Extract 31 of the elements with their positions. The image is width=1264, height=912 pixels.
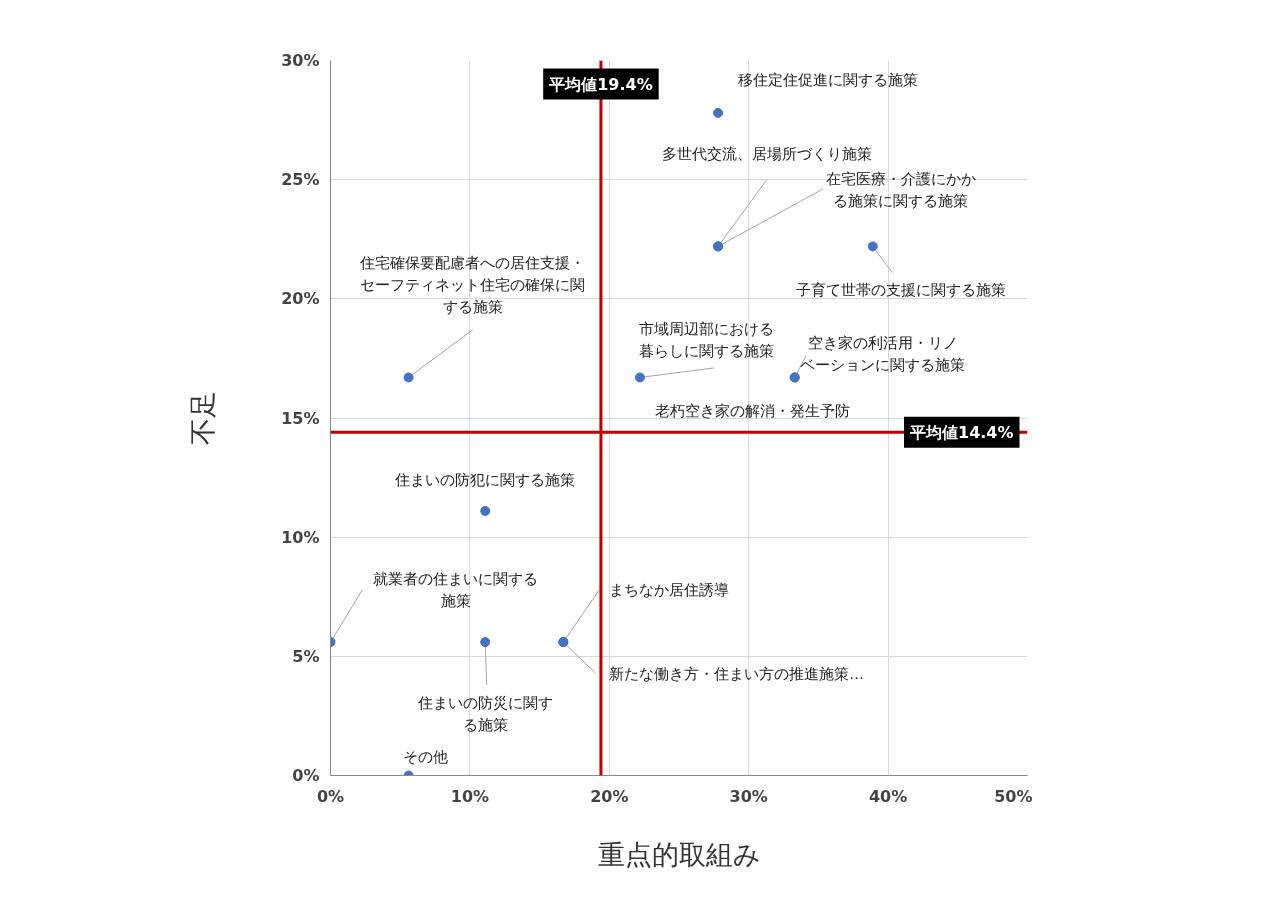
data-label: 空き家の利活用・リノベーションに関する施策: [800, 334, 966, 374]
x-tick-label: 40%: [868, 786, 908, 806]
y-tick-label: 5%: [292, 646, 320, 666]
y-tick-label: 0%: [292, 766, 320, 785]
x-axis-title: 重点的取組み: [597, 838, 761, 870]
data-label: 在宅医療・介護にかかる施策に関する施策: [825, 169, 976, 209]
x-tick-label: 50%: [994, 786, 1033, 806]
y-tick-label: 30%: [281, 51, 320, 70]
data-label: 子育て世帯の支援に関する施策: [795, 280, 1006, 298]
data-label: 就業者の住まいに関する施策: [373, 570, 539, 610]
x-tick-label: 10%: [450, 786, 490, 806]
data-label: 新たな働き方・住まい方の推進施策…: [609, 664, 864, 682]
x-tick-label: 30%: [729, 786, 768, 806]
y-tick-label: 25%: [281, 170, 320, 190]
y-tick-label: 20%: [281, 289, 320, 309]
ref-line-label: 平均値14.4%: [908, 422, 1014, 442]
x-tick-label: 20%: [590, 786, 629, 806]
data-label: 住宅確保要配慮者への居住支援・セーフティネット住宅の確保に関する施策: [359, 253, 586, 316]
data-label: 市域周辺部における暮らしに関する施策: [639, 319, 775, 359]
data-label: 移住定住促進に関する施策: [738, 71, 919, 89]
data-label: 住まいの防犯に関する施策: [394, 471, 576, 489]
data-label: まちなか居住誘導: [609, 581, 730, 599]
ref-line-label: 平均値19.4%: [548, 74, 653, 94]
data-label: 住まいの防災に関する施策: [416, 693, 553, 734]
y-tick-label: 15%: [281, 408, 320, 428]
y-axis-title: 不足: [187, 391, 219, 445]
data-label: 老朽空き家の解消・発生予防: [655, 402, 851, 420]
x-tick-label: 0%: [316, 786, 345, 806]
data-label: 多世代交流、居場所づくり施策: [661, 144, 872, 162]
data-label: その他: [402, 747, 448, 765]
y-tick-label: 10%: [281, 527, 320, 547]
